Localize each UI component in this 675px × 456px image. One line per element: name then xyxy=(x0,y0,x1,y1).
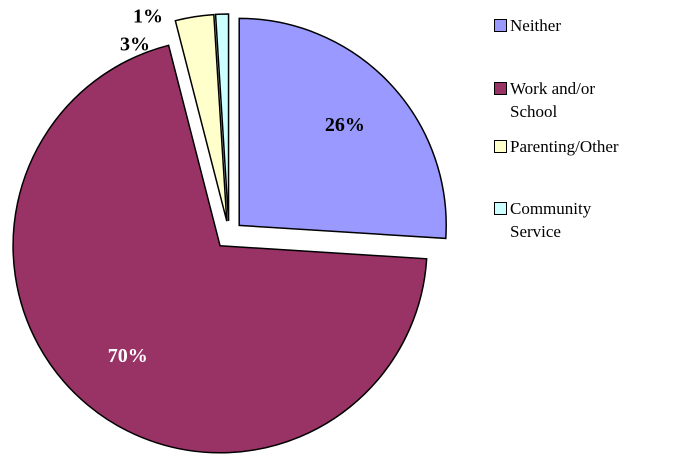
data-label: 26% xyxy=(325,114,365,136)
legend-item: Community Service xyxy=(494,197,635,243)
pie-slice xyxy=(12,44,428,454)
data-label: 70% xyxy=(108,345,148,367)
legend-item: Parenting/Other xyxy=(494,135,635,158)
data-label: 1% xyxy=(133,6,163,28)
pie-slice xyxy=(214,13,230,222)
legend-label: Work and/or School xyxy=(510,79,596,121)
pie-slice xyxy=(238,17,447,240)
legend-swatch xyxy=(494,202,507,215)
legend-label: Neither xyxy=(510,16,561,35)
legend-label: Parenting/Other xyxy=(510,137,619,156)
legend-swatch xyxy=(494,82,507,95)
legend-swatch xyxy=(494,140,507,153)
legend-item: Neither xyxy=(494,14,635,37)
data-label: 3% xyxy=(120,34,150,56)
legend-item: Work and/or School xyxy=(494,77,635,123)
legend-swatch xyxy=(494,19,507,32)
legend-label: Community Service xyxy=(510,199,592,241)
pie-slice xyxy=(174,13,228,222)
